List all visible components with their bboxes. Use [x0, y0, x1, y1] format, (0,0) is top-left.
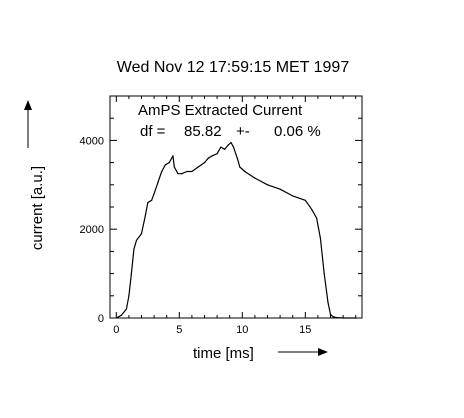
data-point [227, 144, 229, 146]
data-point [130, 273, 132, 275]
x-tick-label: 15 [299, 324, 311, 336]
data-point [173, 166, 175, 168]
data-point [203, 162, 206, 164]
plot-label: AmPS Extracted Current [138, 102, 303, 119]
df-label: df = [140, 123, 166, 140]
data-point [304, 199, 306, 201]
data-point [211, 155, 213, 157]
data-point [336, 317, 338, 319]
y-axis-label: current [a.u.] [29, 166, 46, 250]
data-point [133, 248, 135, 250]
data-point [316, 217, 318, 219]
data-point [323, 273, 325, 275]
data-point [207, 157, 209, 159]
data-point [319, 237, 321, 239]
data-point [172, 155, 174, 157]
y-axis-arrow-icon [24, 100, 32, 110]
data-point [125, 308, 127, 310]
y-tick-label: 4000 [80, 135, 104, 147]
data-point [153, 193, 155, 195]
data-point [157, 182, 159, 184]
data-point [191, 170, 193, 173]
data-point [161, 170, 163, 173]
series-layer [115, 142, 357, 319]
data-point [177, 173, 179, 175]
data-point [120, 314, 122, 316]
series-line [116, 142, 356, 319]
data-point [332, 316, 334, 318]
data-point [230, 142, 232, 144]
df-value: 85.82 [184, 123, 222, 140]
y-tick-label: 0 [98, 313, 104, 325]
data-point [140, 233, 143, 235]
data-point [144, 215, 146, 217]
data-point [115, 317, 117, 319]
y-axis-ticks: 0 2000 4000 [80, 95, 362, 325]
data-point [151, 199, 153, 201]
data-point [232, 146, 235, 148]
y-tick-label: 2000 [80, 224, 104, 236]
x-axis-label: time [ms] [193, 345, 254, 362]
x-axis-ticks: 0 5 10 15 [113, 96, 357, 336]
data-point [342, 317, 344, 319]
data-point [244, 170, 246, 173]
data-point [135, 239, 138, 241]
data-point [327, 301, 329, 304]
data-point [292, 195, 294, 197]
x-tick-label: 10 [236, 324, 248, 336]
df-error: 0.06 % [274, 123, 321, 140]
data-point [355, 317, 357, 319]
data-point [254, 177, 256, 179]
data-point [168, 162, 170, 164]
data-point [128, 295, 130, 297]
data-point [197, 166, 199, 168]
data-point [147, 202, 149, 204]
data-point [279, 188, 281, 190]
data-point [236, 157, 238, 159]
data-point [181, 173, 183, 175]
data-point [220, 146, 222, 148]
data-point [164, 164, 166, 166]
data-point [329, 313, 332, 315]
x-tick-label: 5 [176, 324, 182, 336]
data-point [239, 166, 241, 168]
chart-title: Wed Nov 12 17:59:15 MET 1997 [117, 59, 350, 76]
data-point [266, 184, 269, 186]
df-pm: +- [236, 123, 250, 140]
data-point [216, 153, 218, 155]
x-axis-arrow-icon [318, 348, 328, 356]
data-point [311, 208, 313, 210]
x-tick-label: 0 [113, 324, 119, 336]
data-point [224, 148, 226, 150]
data-point [186, 170, 188, 173]
